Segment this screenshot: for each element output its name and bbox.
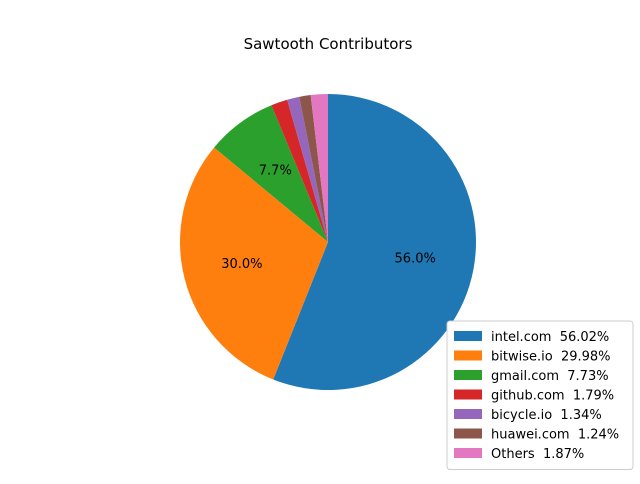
legend-label-bicycle-io: bicycle.io 1.34%	[491, 408, 602, 423]
legend: intel.com 56.02% bitwise.io 29.98% gmail.c…	[446, 320, 634, 470]
pie-slice-huawei-com	[299, 95, 328, 243]
chart-title: Sawtooth Contributors	[244, 35, 413, 53]
pie-slice-gmail-com	[214, 105, 328, 243]
legend-frame	[446, 320, 634, 470]
legend-swatch-bitwise-io	[454, 350, 482, 361]
legend-swatch-intel-com	[454, 331, 482, 341]
legend-label-github-com: github.com 1.79%	[491, 389, 614, 404]
legend-swatch-huawei-com	[454, 428, 482, 439]
legend-swatch-others	[454, 448, 482, 458]
pie-percent-labels: 56.0% 30.0% 7.7%	[221, 164, 436, 272]
pie-slice-bicycle-io	[287, 96, 328, 242]
pie-slice-github-com	[271, 99, 328, 242]
legend-label-huawei-com: huawei.com 1.24%	[491, 428, 619, 443]
legend-swatch-gmail-com	[454, 370, 482, 380]
pie-percent-label-gmail-com: 7.7%	[259, 164, 292, 179]
pie-slices	[180, 94, 477, 391]
legend-label-others: Others 1.87%	[491, 447, 584, 462]
pie-slice-others	[310, 94, 328, 242]
pie-percent-label-bitwise-io: 30.0%	[221, 257, 262, 272]
pie-slice-intel-com	[273, 94, 477, 391]
legend-swatch-github-com	[454, 389, 482, 400]
pie-slice-bitwise-io	[180, 147, 328, 380]
legend-swatch-bicycle-io	[454, 409, 482, 419]
legend-label-gmail-com: gmail.com 7.73%	[491, 369, 609, 384]
pie-percent-label-intel-com: 56.0%	[395, 252, 436, 267]
legend-label-bitwise-io: bitwise.io 29.98%	[491, 350, 611, 365]
legend-label-intel-com: intel.com 56.02%	[491, 330, 609, 345]
